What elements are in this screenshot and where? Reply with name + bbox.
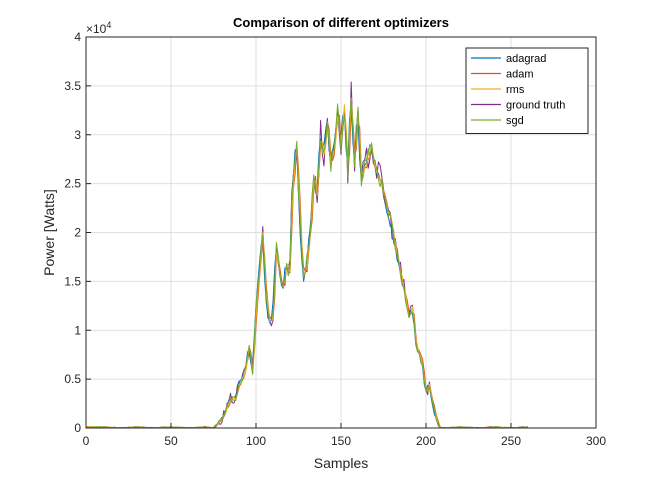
legend-entry-label: ground truth [506, 100, 565, 112]
x-tick-label: 50 [164, 434, 178, 448]
y-axis-label: Power [Watts] [41, 189, 57, 276]
x-tick-label: 300 [586, 434, 606, 448]
y-tick-label: 2.5 [64, 177, 81, 191]
x-tick-label: 150 [331, 434, 351, 448]
x-tick-label: 0 [83, 434, 90, 448]
x-axis-label: Samples [314, 455, 368, 471]
x-tick-label: 100 [246, 434, 266, 448]
ticks: 0 50 100 150 200 250 300 0 0.5 1 1.5 2 2.5 3 3.5 4 [64, 30, 606, 448]
y-tick-label: 1.5 [64, 274, 81, 288]
legend: adagrad adam rms ground truth sgd [465, 47, 589, 134]
legend-box [465, 47, 589, 134]
chart-title: Comparison of different optimizers [233, 15, 449, 30]
x-tick-label: 200 [416, 434, 436, 448]
y-exponent-label: ×104 [86, 20, 111, 36]
legend-entry-label: sgd [506, 115, 524, 127]
legend-entry-label: rms [506, 84, 525, 96]
legend-entry-label: adam [506, 69, 534, 81]
y-tick-label: 0 [74, 421, 81, 435]
y-tick-label: 3 [74, 128, 81, 142]
y-exponent-power: 4 [106, 20, 111, 30]
y-tick-label: 3.5 [64, 79, 81, 93]
y-tick-label: 2 [74, 226, 81, 240]
x-tick-label: 250 [501, 434, 521, 448]
y-exponent-base: ×10 [86, 22, 107, 36]
y-tick-label: 0.5 [64, 372, 81, 386]
legend-entry-label: adagrad [506, 53, 546, 65]
y-tick-label: 4 [74, 30, 81, 44]
y-tick-label: 1 [74, 323, 81, 337]
